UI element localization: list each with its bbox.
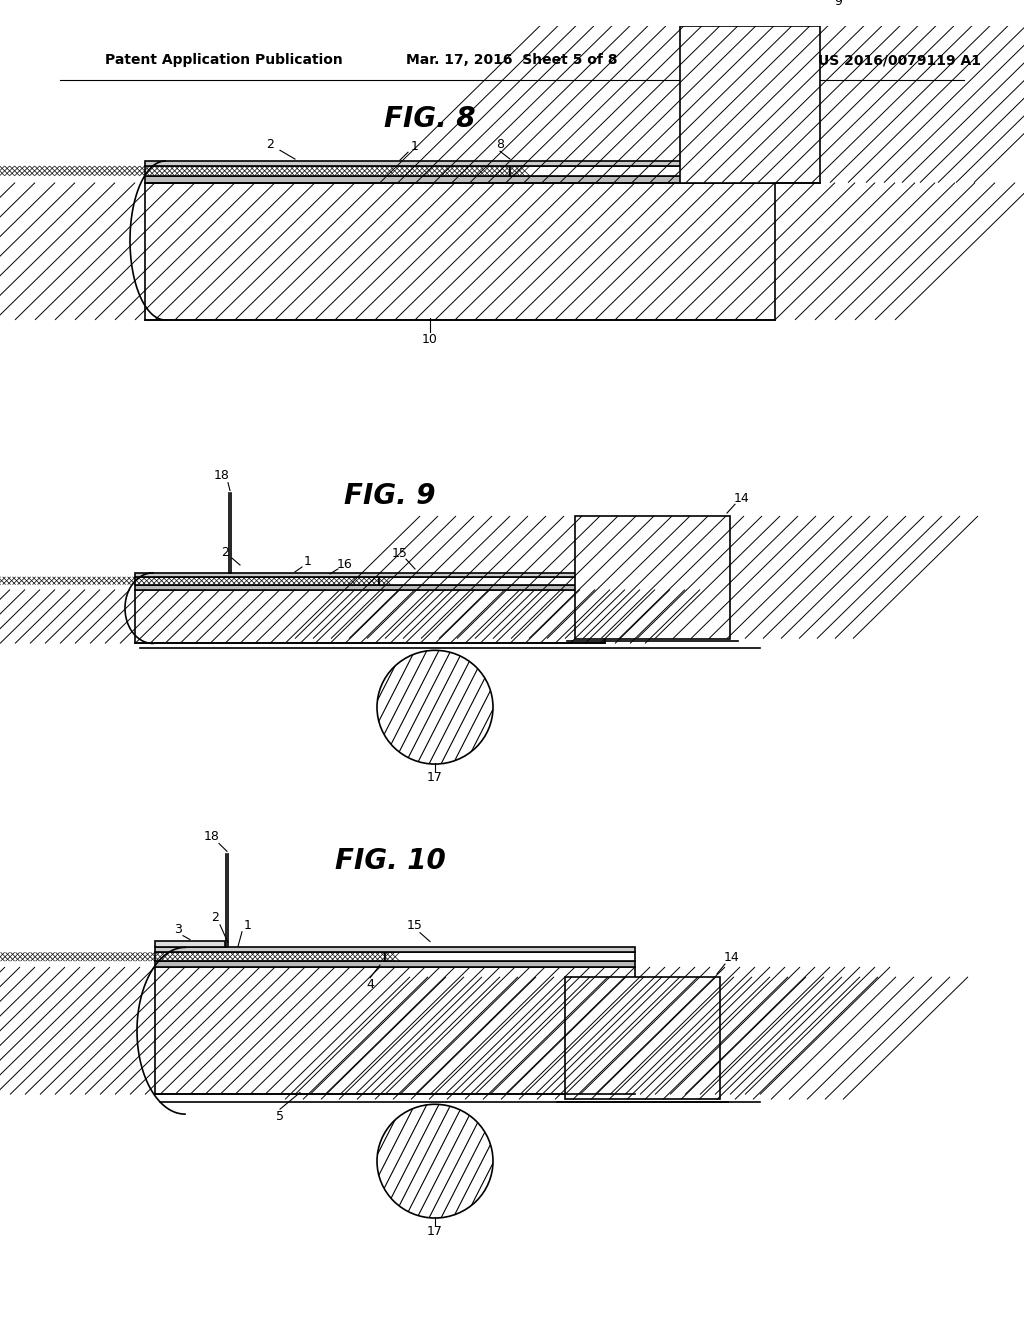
Text: 17: 17 xyxy=(427,1225,443,1238)
Text: 1: 1 xyxy=(244,919,252,932)
Bar xyxy=(565,977,720,1100)
Bar xyxy=(145,182,775,319)
Text: 2: 2 xyxy=(266,137,274,150)
Bar xyxy=(145,176,775,182)
Bar xyxy=(155,968,635,1094)
Text: 14: 14 xyxy=(724,950,740,964)
Bar xyxy=(135,577,380,585)
Circle shape xyxy=(377,651,493,764)
Bar xyxy=(385,952,635,961)
Text: 9: 9 xyxy=(835,0,842,8)
Text: 2: 2 xyxy=(221,545,229,558)
Text: 3: 3 xyxy=(174,923,182,936)
Text: FIG. 10: FIG. 10 xyxy=(335,847,445,875)
Text: US 2016/0079119 A1: US 2016/0079119 A1 xyxy=(818,53,981,67)
Circle shape xyxy=(377,1105,493,1218)
Text: 1: 1 xyxy=(411,140,419,153)
Bar xyxy=(145,161,775,166)
Bar xyxy=(155,948,635,952)
Text: FIG. 8: FIG. 8 xyxy=(384,104,476,133)
Bar xyxy=(565,977,720,1100)
Bar xyxy=(680,26,820,182)
Text: Mar. 17, 2016  Sheet 5 of 8: Mar. 17, 2016 Sheet 5 of 8 xyxy=(407,53,617,67)
Bar xyxy=(135,585,605,590)
Bar xyxy=(380,577,605,585)
Bar xyxy=(155,961,635,968)
Text: 17: 17 xyxy=(427,771,443,784)
Bar xyxy=(680,26,820,182)
Bar xyxy=(135,590,605,643)
Bar xyxy=(575,516,730,639)
Text: FIG. 9: FIG. 9 xyxy=(344,482,436,511)
Bar xyxy=(510,166,775,176)
Circle shape xyxy=(377,1105,493,1218)
Text: 15: 15 xyxy=(408,919,423,932)
Text: 1: 1 xyxy=(304,554,312,568)
Text: Patent Application Publication: Patent Application Publication xyxy=(105,53,343,67)
Bar xyxy=(155,968,635,1094)
Text: 18: 18 xyxy=(204,830,220,843)
Bar xyxy=(155,952,385,961)
Text: 14: 14 xyxy=(734,492,750,504)
Bar xyxy=(135,577,380,585)
Text: 4: 4 xyxy=(366,978,374,991)
Bar xyxy=(155,941,225,948)
Text: 10: 10 xyxy=(422,333,438,346)
Circle shape xyxy=(377,651,493,764)
Bar xyxy=(145,182,775,319)
Text: 5: 5 xyxy=(276,1110,284,1122)
Bar xyxy=(135,590,605,643)
Text: 8: 8 xyxy=(496,137,504,150)
Bar xyxy=(135,573,605,577)
Bar xyxy=(155,952,385,961)
Bar xyxy=(575,516,730,639)
Bar xyxy=(145,166,510,176)
Text: 15: 15 xyxy=(392,546,408,560)
Text: 16: 16 xyxy=(337,557,353,570)
Text: 2: 2 xyxy=(211,912,219,924)
Bar xyxy=(145,166,510,176)
Text: 18: 18 xyxy=(214,470,230,482)
